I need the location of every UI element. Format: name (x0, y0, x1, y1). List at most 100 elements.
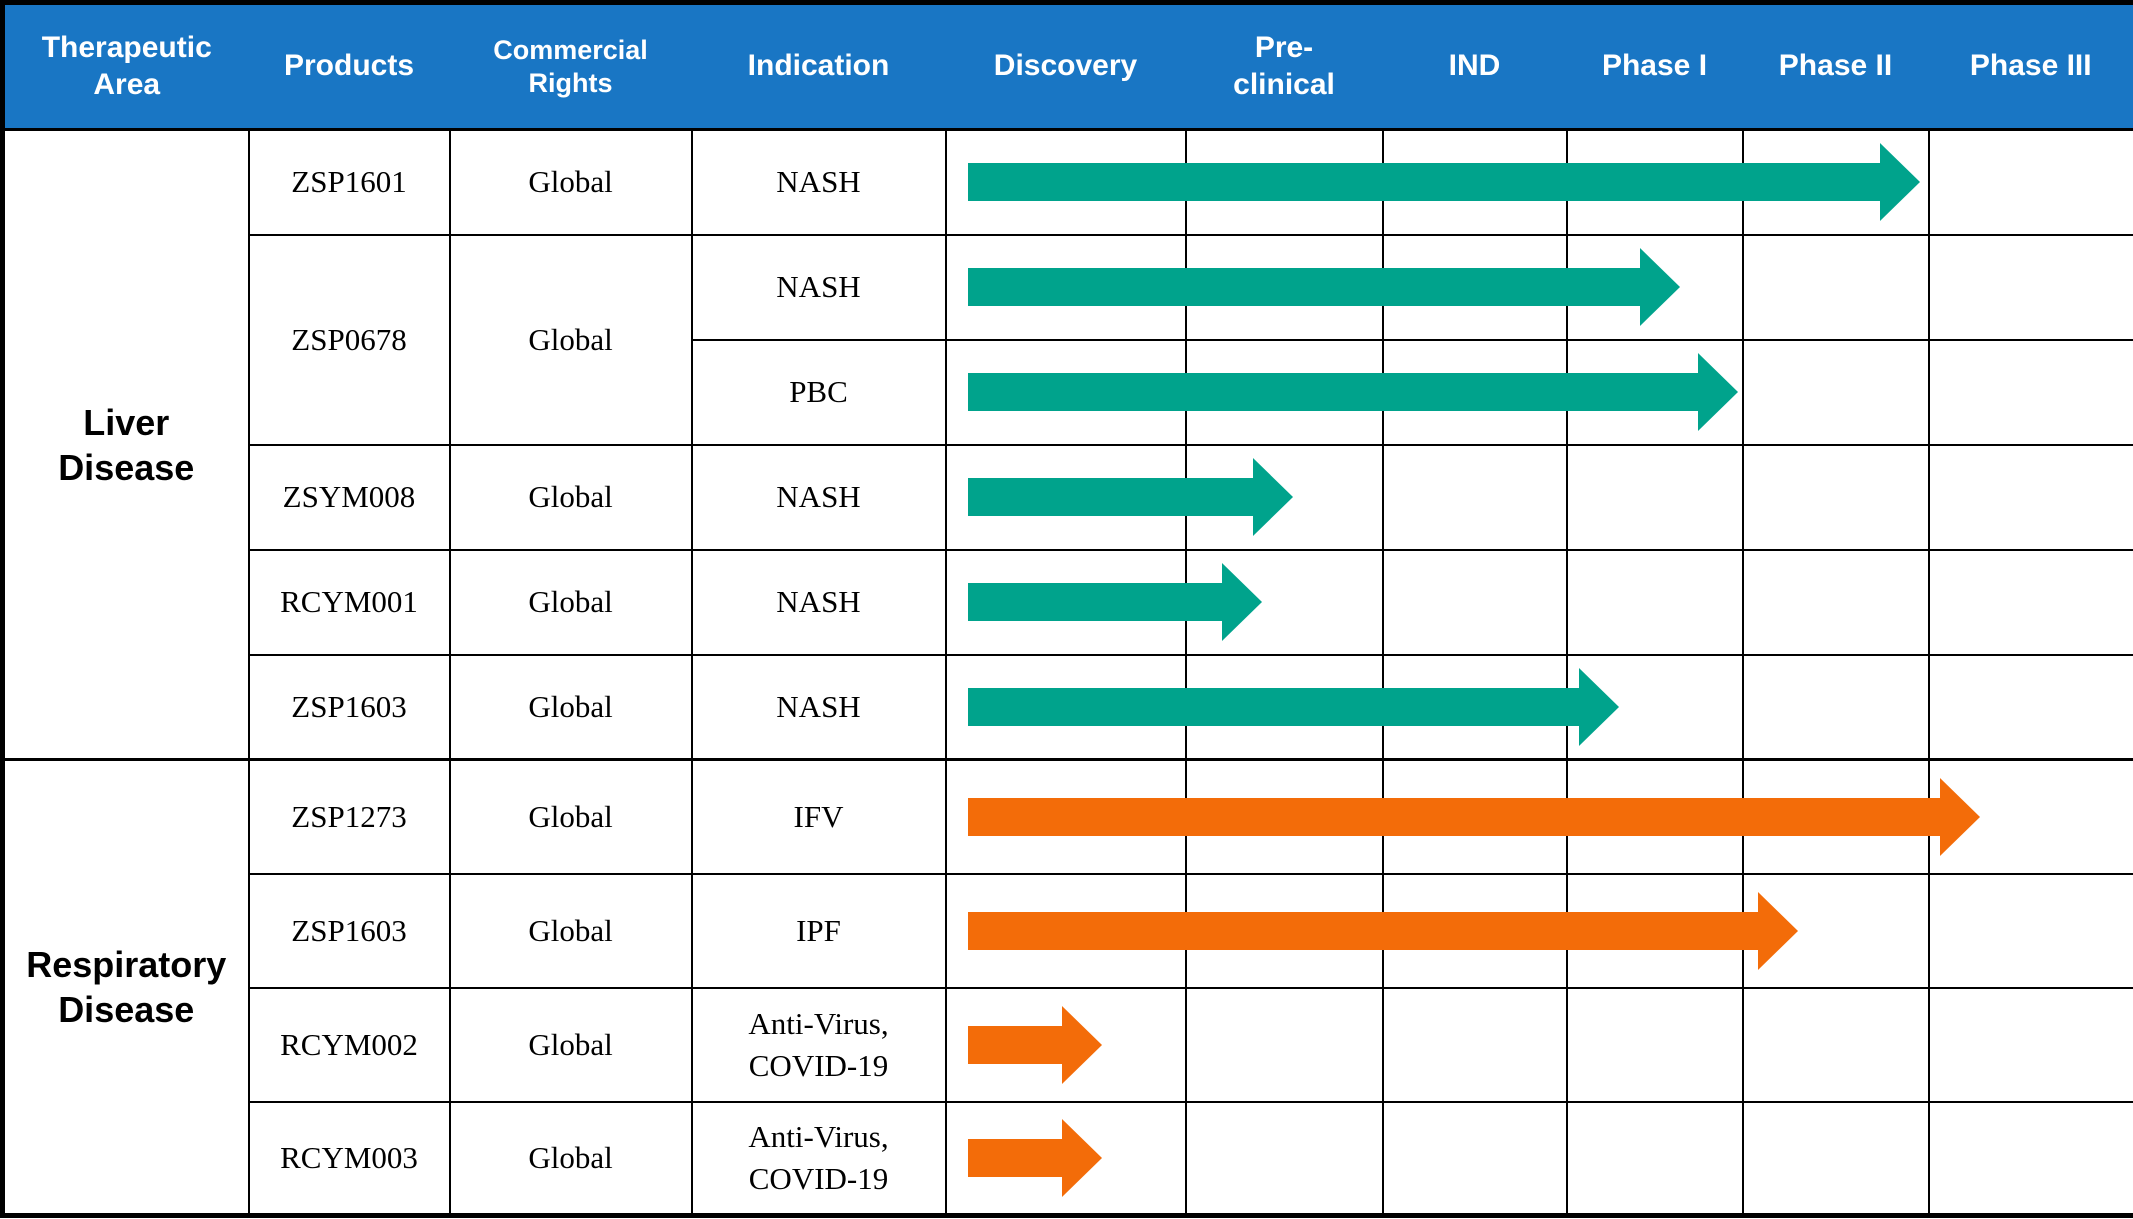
phase-cell (1184, 233, 1384, 341)
col-header-commercial-rights: Commercial Rights (449, 2, 692, 131)
phase-cell (1381, 758, 1568, 875)
arrow-head-icon (1061, 1118, 1102, 1197)
phase-cell (1565, 548, 1744, 656)
phase-cell (1184, 338, 1384, 446)
col-header-indication: Indication (691, 2, 946, 131)
product-cell: ZSP1273 (247, 758, 451, 875)
col-header-therapeutic-area: Therapeutic Area (2, 2, 249, 131)
phase-cell (1927, 443, 2133, 551)
phase-cell (944, 653, 1619, 761)
commercial-rights-cell: Global (448, 986, 693, 1103)
therapeutic-area-cell: Liver Disease (1, 128, 250, 761)
phase-cell (1927, 872, 2133, 989)
phase-cell (1927, 758, 2133, 875)
phase-cell (1381, 233, 1568, 341)
phase-cell (1927, 1100, 2133, 1217)
phase-cell (1741, 233, 1930, 341)
pipeline-arrow (967, 1118, 1102, 1197)
phase-cell (1741, 758, 1930, 875)
phase-cell (944, 128, 1920, 236)
phase-cell (1927, 338, 2133, 446)
phase-cell (1927, 128, 2133, 236)
col-header-discovery: Discovery (945, 2, 1186, 131)
phase-cell (1184, 548, 1384, 656)
pipeline-row: ZSP1603 Global IPF (3, 872, 2133, 989)
phase-cell (1184, 986, 1384, 1103)
phase-cell (1565, 338, 1744, 446)
indication-cell: NASH (690, 443, 947, 551)
commercial-rights-cell: Global (448, 653, 693, 761)
commercial-rights-cell: Global (448, 233, 693, 446)
phase-cell (1741, 338, 1930, 446)
phase-cell (1381, 1100, 1568, 1217)
col-header-phase-ii: Phase II (1742, 2, 1929, 131)
commercial-rights-cell: Global (448, 758, 693, 875)
indication-cell: Anti-Virus, COVID-19 (690, 986, 947, 1103)
product-cell: RCYM001 (247, 548, 451, 656)
indication-cell: PBC (690, 338, 947, 446)
phase-cell (1184, 128, 1384, 236)
phase-cell (1184, 443, 1384, 551)
commercial-rights-cell: Global (448, 443, 693, 551)
phase-cell (1381, 986, 1568, 1103)
phase-cell (1381, 443, 1568, 551)
indication-cell: Anti-Virus, COVID-19 (690, 1100, 947, 1217)
pipeline-row: Respiratory Disease ZSP1273 Global IFV (1, 758, 2133, 1217)
phase-cell (1741, 128, 1930, 236)
therapeutic-area-cell: Respiratory Disease (1, 758, 250, 1217)
phase-cell (1184, 1100, 1384, 1217)
phase-cell (944, 443, 1293, 551)
commercial-rights-cell: Global (448, 1100, 693, 1217)
arrow-shaft (967, 1025, 1064, 1064)
pipeline-body: Liver Disease ZSP1601 Global NASH ZSP0678 Glo… (1, 128, 2133, 1217)
product-cell: RCYM003 (247, 1100, 451, 1217)
pipeline-row: ZSYM008 Global NASH (3, 443, 2133, 551)
phase-cell (1184, 872, 1384, 989)
phase-cell (1381, 872, 1568, 989)
phase-cell (1927, 986, 2133, 1103)
indication-cell: NASH (690, 233, 947, 341)
phase-cell (1565, 758, 1744, 875)
phase-cell (1381, 128, 1568, 236)
indication-cell: NASH (690, 653, 947, 761)
arrow-head-icon (1061, 1005, 1102, 1084)
pipeline-row: PBC (3, 338, 2133, 446)
phase-cell (1927, 653, 2133, 761)
phase-cell (1184, 653, 1384, 761)
phase-cell (944, 872, 1798, 989)
pipeline-row: RCYM002 Global Anti-Virus, COVID-19 (3, 986, 2133, 1103)
col-header-products: Products (248, 2, 450, 131)
col-header-pre-clinical: Pre- clinical (1185, 2, 1383, 131)
indication-cell: NASH (690, 128, 947, 236)
indication-cell: IPF (690, 872, 947, 989)
phase-cell (1381, 338, 1568, 446)
col-header-phase-iii: Phase III (1928, 2, 2133, 131)
phase-cell (1565, 986, 1744, 1103)
product-cell: ZSP1603 (247, 653, 451, 761)
phase-cell (944, 548, 1262, 656)
product-cell: ZSP1603 (247, 872, 451, 989)
phase-cell (1741, 548, 1930, 656)
phase-cell (1381, 653, 1568, 761)
phase-cell (1565, 1100, 1744, 1217)
commercial-rights-cell: Global (448, 872, 693, 989)
phase-cell (1565, 128, 1744, 236)
pipeline-row: RCYM001 Global NASH (3, 548, 2133, 656)
commercial-rights-cell: Global (448, 548, 693, 656)
phase-cell (1565, 653, 1744, 761)
phase-cell (1927, 548, 2133, 656)
phase-cell (1565, 872, 1744, 989)
phase-cell (944, 233, 1680, 341)
pipeline-row: Liver Disease ZSP1601 Global NASH (1, 128, 2133, 761)
indication-cell: NASH (690, 548, 947, 656)
pipeline-arrow (967, 1005, 1102, 1084)
indication-cell: IFV (690, 758, 947, 875)
phase-cell (944, 338, 1738, 446)
product-cell: RCYM002 (247, 986, 451, 1103)
commercial-rights-cell: Global (448, 128, 693, 236)
phase-cell (944, 986, 1187, 1103)
phase-cell (1741, 986, 1930, 1103)
phase-cell (1741, 443, 1930, 551)
phase-cell (944, 1100, 1187, 1217)
